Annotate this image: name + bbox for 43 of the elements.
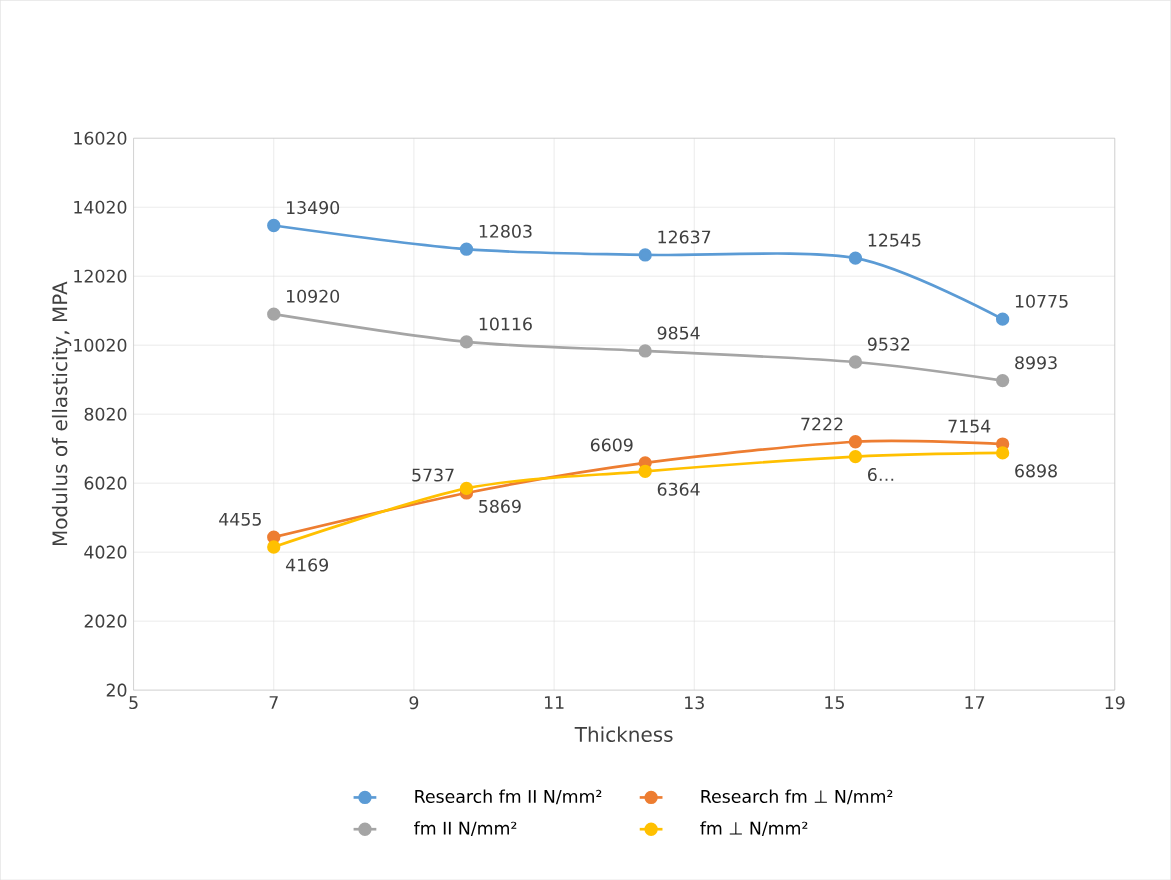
y-tick-label: 8020 [84,407,127,421]
y-tick-label: 14020 [74,200,127,214]
data-label: 6898 [1015,464,1057,478]
data-label: 6609 [590,438,633,452]
data-label: 10775 [1015,294,1068,308]
y-tick-label: 10020 [74,338,127,352]
y-tick-label: 6020 [84,476,127,490]
y-tick-label: 20 [106,683,127,697]
data-label: 9532 [867,337,910,351]
data-label: 12637 [658,230,711,244]
data-label: 8993 [1015,355,1057,370]
x-tick-label: 11 [544,696,564,709]
data-label: 10116 [479,317,532,331]
x-tick-label: 7 [269,696,278,709]
y-tick-label: 4020 [84,545,127,559]
x-tick-label: 19 [1105,696,1125,710]
x-axis-title: Thickness [574,726,673,742]
data-label: 6364 [657,482,700,496]
data-label: 4455 [219,512,261,526]
y-tick-label: 16020 [74,131,127,145]
data-label: 4169 [285,558,328,572]
x-tick-label: 5 [129,696,138,709]
data-label: 7154 [948,419,991,433]
x-tick-label: 9 [409,696,419,710]
x-tick-label: 17 [965,696,985,709]
legend-label: fm II N/mm² [414,821,517,836]
data-label: 10920 [287,289,340,303]
y-tick-label: 12020 [74,269,127,283]
data-label: 7222 [801,417,843,431]
legend-label: Research fm ⊥ N/mm² [701,789,893,805]
legend-label: Research fm II N/mm² [415,789,602,805]
x-tick-label: 15 [825,696,844,709]
data-label: 13490 [287,200,340,214]
legend-label: fm ⊥ N/mm² [700,821,808,836]
data-label: 5869 [479,499,521,513]
y-tick-label: 2020 [84,614,127,628]
data-label: 12803 [479,224,532,238]
x-tick-label: 13 [685,696,704,710]
y-axis-title: Modulus of ellasticity, MPA [51,281,72,545]
data-label: 5737 [412,468,454,482]
data-label: 9854 [657,326,700,340]
data-label: 6… [868,467,894,481]
data-label: 12545 [868,233,921,247]
